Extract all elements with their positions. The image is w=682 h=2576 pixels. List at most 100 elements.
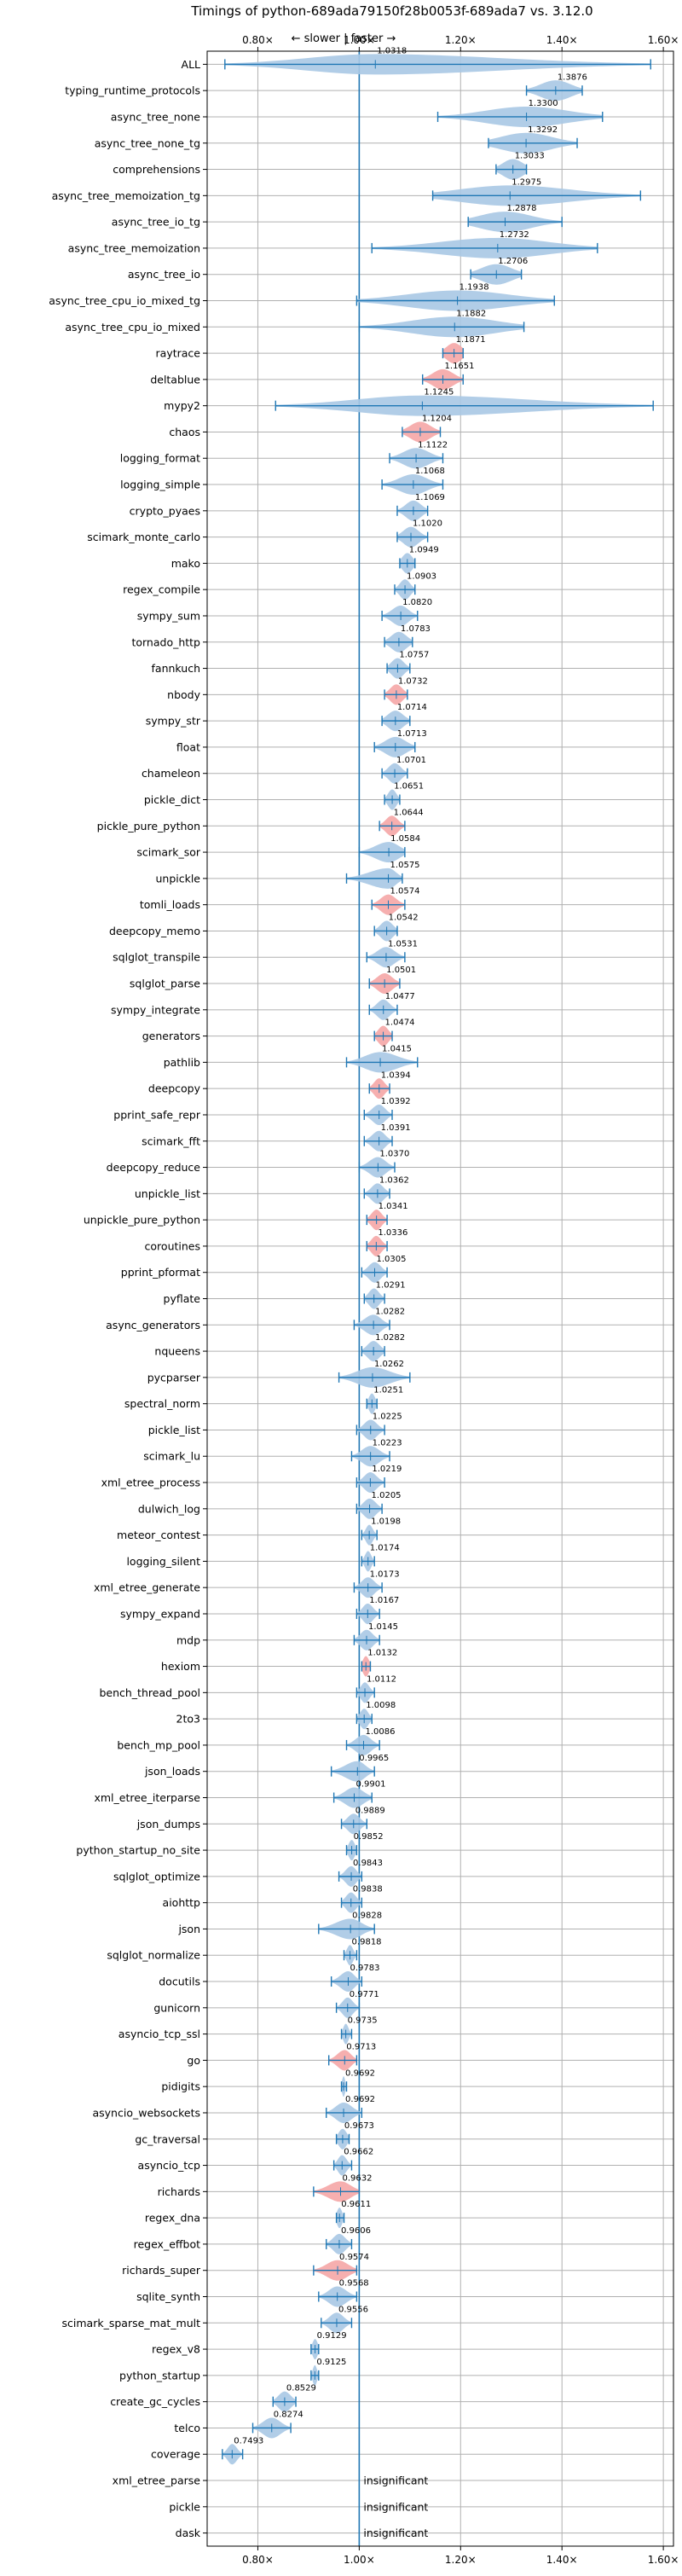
- benchmark-label: scimark_monte_carlo: [87, 531, 200, 543]
- x-tick-label-bottom: 1.00×: [344, 2554, 375, 2566]
- median-value-label: 1.1020: [413, 519, 442, 529]
- median-value-label: 1.0644: [394, 808, 424, 817]
- benchmark-label: async_tree_cpu_io_mixed: [65, 321, 200, 334]
- benchmark-label: pprint_pformat: [121, 1266, 200, 1279]
- benchmark-label: logging_format: [120, 452, 200, 465]
- median-value-label: 1.2975: [512, 177, 541, 187]
- median-value-label: 1.0584: [390, 834, 420, 844]
- benchmark-label: float: [176, 740, 200, 753]
- benchmark-label: sympy_str: [146, 715, 201, 728]
- median-value-label: 1.0362: [379, 1175, 409, 1185]
- median-value-label: 0.9606: [341, 2226, 371, 2236]
- median-value-label: 0.9828: [352, 1912, 382, 1921]
- median-value-label: 1.1882: [456, 309, 486, 318]
- benchmark-label: nbody: [167, 688, 200, 701]
- median-value-label: 1.1068: [415, 467, 445, 476]
- median-value-label: 1.0225: [373, 1413, 402, 1422]
- benchmark-label: richards_super: [122, 2264, 201, 2277]
- benchmark-label: comprehensions: [113, 163, 200, 176]
- x-tick-label-top: 0.80×: [242, 34, 274, 46]
- benchmark-label: regex_dna: [145, 2212, 200, 2225]
- median-value-label: 0.9125: [316, 2358, 346, 2367]
- benchmark-label: pyflate: [164, 1292, 201, 1305]
- median-value-label: 0.8529: [286, 2384, 316, 2393]
- benchmark-label: sqlglot_parse: [130, 978, 200, 990]
- median-value-label: 1.0714: [397, 703, 427, 712]
- x-tick-label-top: 1.40×: [546, 34, 578, 46]
- median-value-label: 0.9692: [345, 2095, 375, 2104]
- median-value-label: 1.3292: [528, 125, 558, 135]
- median-value-label: 1.0132: [367, 1649, 397, 1658]
- median-value-label: 1.0173: [370, 1569, 400, 1579]
- benchmark-label: sqlglot_transpile: [113, 951, 200, 964]
- x-tick-label-top: 1.60×: [648, 34, 679, 46]
- median-value-label: 1.0903: [407, 571, 436, 581]
- benchmark-label: pickle_pure_python: [97, 820, 200, 833]
- median-value-label: 1.0415: [382, 1044, 412, 1053]
- x-tick-label-bottom: 1.40×: [546, 2554, 578, 2566]
- x-tick-label-top: 1.00×: [344, 34, 375, 46]
- benchmark-label: async_generators: [106, 1319, 200, 1332]
- median-value-label: 0.8274: [274, 2411, 303, 2420]
- benchmark-label: json: [177, 1923, 200, 1935]
- benchmark-label: raytrace: [156, 347, 201, 360]
- benchmark-label: pathlib: [164, 1056, 200, 1069]
- benchmark-label: telco: [174, 2422, 200, 2434]
- median-value-label: 0.9568: [339, 2279, 369, 2289]
- benchmark-label: deepcopy: [148, 1082, 201, 1095]
- median-value-label: 1.0651: [394, 782, 424, 792]
- benchmark-label: logging_simple: [120, 479, 200, 491]
- median-value-label: 1.1938: [459, 283, 489, 293]
- benchmark-label: sqlglot_optimize: [113, 1870, 200, 1883]
- median-value-label: 1.0251: [373, 1386, 403, 1395]
- median-value-label: 1.1245: [424, 388, 454, 397]
- benchmark-label: scimark_lu: [143, 1450, 200, 1463]
- median-value-label: 1.0501: [386, 966, 416, 975]
- benchmark-label: ALL: [182, 58, 201, 71]
- median-value-label: 0.9735: [348, 2016, 378, 2026]
- benchmark-label: mako: [171, 557, 200, 570]
- median-value-label: 1.0820: [402, 598, 432, 607]
- benchmark-label: unpickle_list: [135, 1187, 200, 1200]
- median-value-label: 1.2706: [498, 257, 528, 266]
- benchmark-label: hexiom: [161, 1660, 200, 1673]
- benchmark-label: dulwich_log: [138, 1502, 200, 1515]
- benchmark-label: meteor_contest: [117, 1529, 200, 1541]
- benchmark-label: nqueens: [154, 1345, 200, 1358]
- benchmark-label: asyncio_websockets: [92, 2106, 200, 2119]
- median-value-label: 1.0477: [385, 992, 415, 1001]
- insignificant-label: insignificant: [363, 2474, 428, 2487]
- benchmark-label: deltablue: [150, 373, 200, 386]
- median-value-label: 0.9673: [344, 2121, 374, 2131]
- benchmark-label: gc_traversal: [135, 2132, 200, 2145]
- benchmark-label: python_startup_no_site: [76, 1844, 200, 1857]
- insignificant-label: insignificant: [363, 2527, 428, 2539]
- median-value-label: 1.0575: [390, 861, 420, 870]
- x-tick-label-bottom: 1.20×: [445, 2554, 477, 2566]
- benchmark-label: chameleon: [142, 767, 200, 780]
- median-value-label: 0.9838: [353, 1885, 383, 1894]
- benchmark-label: bench_mp_pool: [117, 1738, 200, 1751]
- benchmark-label: sympy_integrate: [111, 1003, 200, 1016]
- insignificant-label: insignificant: [363, 2500, 428, 2513]
- benchmark-label: 2to3: [176, 1713, 200, 1726]
- median-value-label: 1.0291: [376, 1281, 406, 1291]
- benchmark-label: sqlite_synth: [136, 2290, 200, 2303]
- benchmark-label: asyncio_tcp_ssl: [118, 2028, 200, 2040]
- median-value-label: 1.0392: [381, 1097, 411, 1106]
- median-value-label: 1.1651: [445, 362, 475, 371]
- benchmark-label: async_tree_io: [128, 268, 200, 281]
- median-value-label: 1.0086: [365, 1727, 395, 1737]
- median-value-label: 1.1204: [422, 415, 452, 424]
- benchmark-label: xml_etree_iterparse: [94, 1791, 200, 1804]
- benchmark-label: unpickle_pure_python: [84, 1214, 200, 1227]
- benchmark-label: create_gc_cycles: [110, 2395, 200, 2408]
- benchmark-label: richards: [158, 2185, 200, 2198]
- benchmark-label: logging_silent: [126, 1555, 200, 1568]
- median-value-label: 0.9771: [350, 1990, 379, 1999]
- benchmark-label: pickle: [169, 2500, 200, 2513]
- benchmark-label: gunicorn: [153, 2001, 200, 2014]
- median-value-label: 1.0701: [396, 756, 426, 765]
- benchmark-label: regex_effbot: [134, 2237, 200, 2250]
